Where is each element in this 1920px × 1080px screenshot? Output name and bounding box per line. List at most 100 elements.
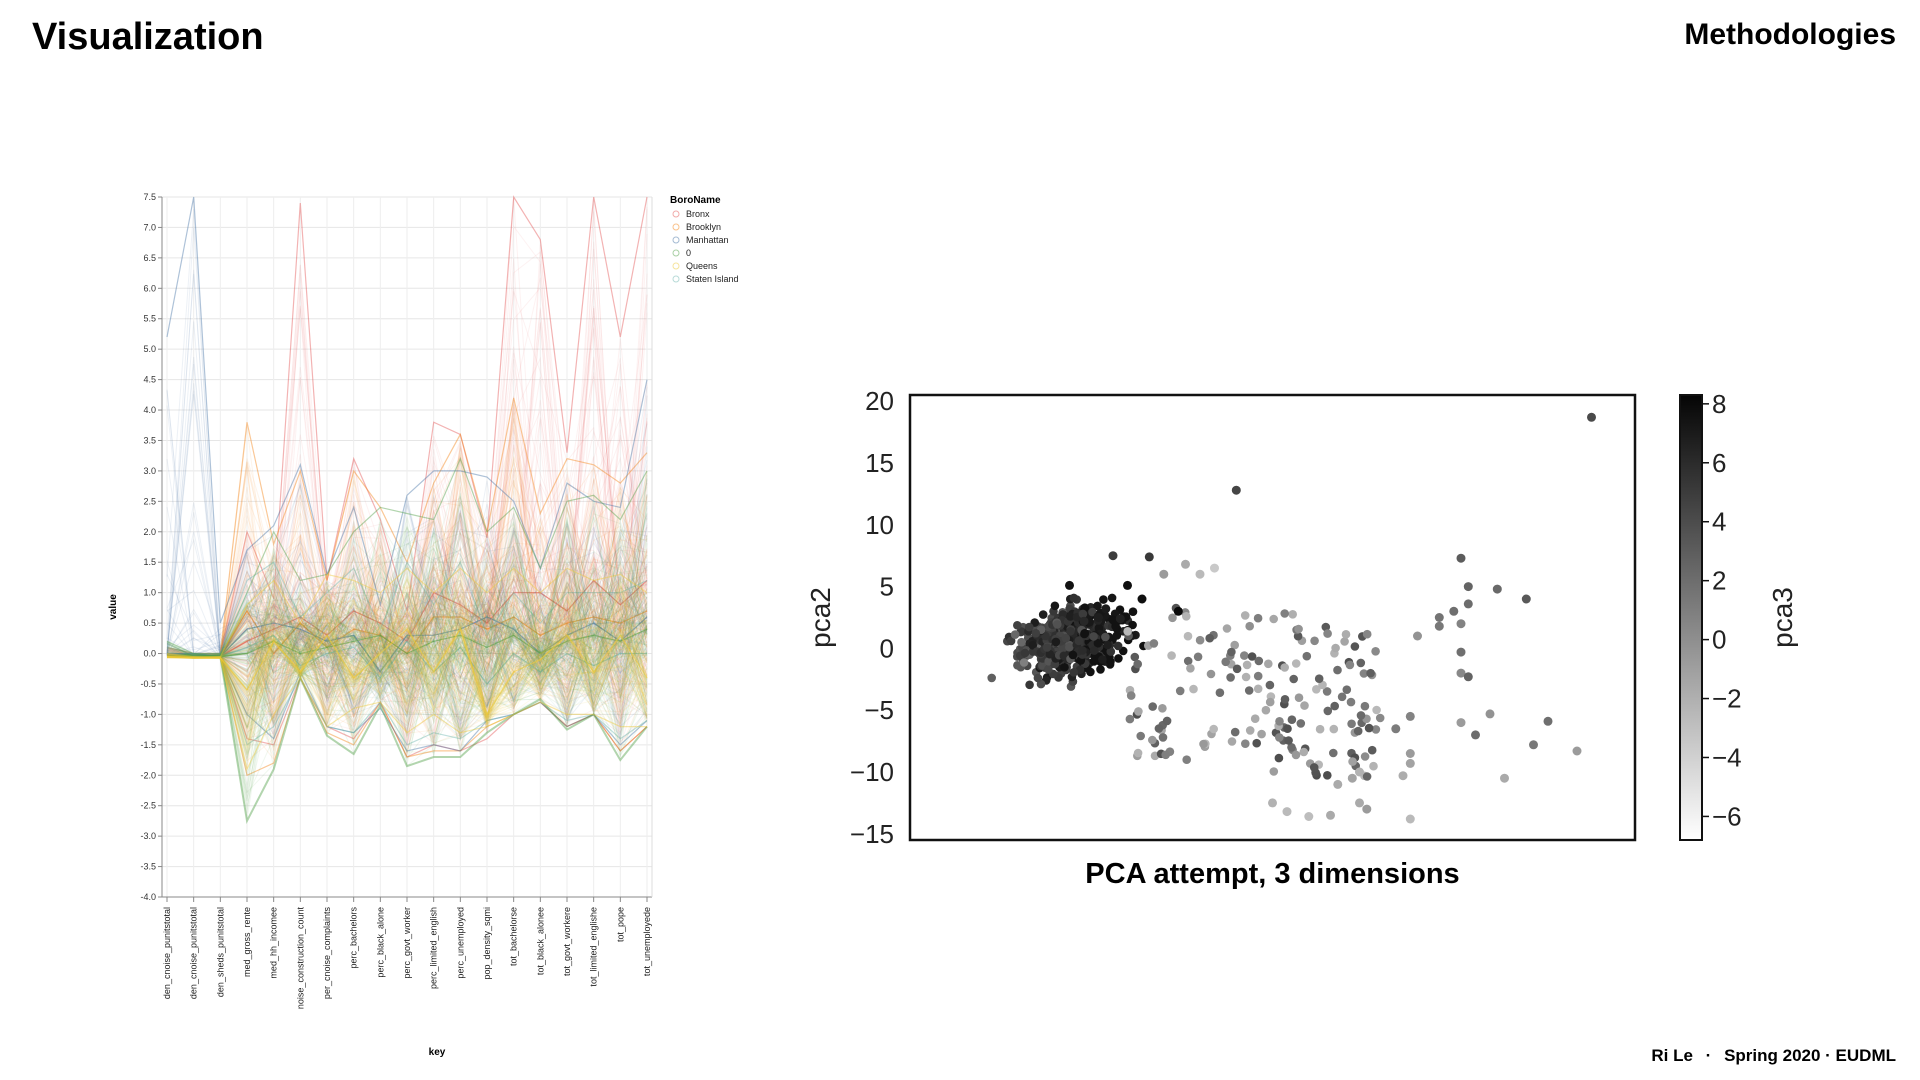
data-line [166,622,648,719]
data-line [166,425,648,740]
scatter-point [1080,628,1090,638]
x-tick-label: perc_govt_worker [402,907,412,979]
scatter-point [1244,686,1254,695]
scatter-point [1366,668,1375,678]
data-line [166,585,648,716]
data-line [166,585,648,720]
scatter-point [1360,752,1370,761]
data-line [166,585,648,717]
scatter-point [1463,599,1473,609]
data-line [166,495,648,716]
y-tick-label: 6.0 [143,283,156,293]
scatter-point [1093,639,1103,648]
x-tick-label: tot_unemployede [642,907,652,976]
x-tick-label: tot_govt_workere [562,907,572,976]
scatter-point [1242,660,1252,670]
data-line [166,423,648,702]
data-line [166,552,648,706]
scatter-point [1089,646,1099,655]
parallel-coordinates-chart: 7.5 7.0 6.5 6.0 5.5 5.0 4.5 4.0 3.5 3.0 2.5 2.0 1.5 1… [108,192,739,1058]
data-line [166,522,648,721]
data-line [166,530,648,820]
scatter-point [1265,697,1275,707]
data-line [166,458,648,719]
data-line [167,542,648,730]
scatter-point [1359,669,1369,678]
scatter-point [1045,649,1055,659]
legend-swatch [672,262,680,270]
y-axis-title: pca2 [805,587,836,648]
scatter-point [1369,761,1378,771]
scatter-point [1492,584,1502,594]
data-line [166,580,648,727]
data-line [166,605,648,721]
scatter-point [1500,773,1509,783]
scatter-point [1240,651,1249,660]
legend-label: Manhattan [686,235,729,245]
series-max-line [166,560,648,655]
data-line [166,359,648,731]
data-line [166,273,648,714]
footer-author: Ri Le [1651,1046,1693,1065]
scatter-point [1051,637,1061,647]
data-line [166,396,648,731]
scatter-point [1245,621,1254,631]
scatter-point [1024,622,1034,632]
data-line [166,203,648,712]
data-line [166,346,648,701]
scatter-point [1275,717,1284,726]
data-line [166,315,648,737]
scatter-point [1130,652,1140,662]
data-line [166,287,648,747]
page-title: Visualization [32,16,264,58]
scatter-point [1252,738,1261,748]
data-line [166,550,648,681]
scatter-point [1069,668,1079,677]
data-line [166,547,648,751]
data-line [167,286,648,709]
data-line [166,585,648,709]
scatter-point [1310,636,1319,646]
scatter-point [1346,697,1356,707]
scatter-point [1398,771,1408,781]
scatter-point [1405,758,1415,768]
data-line [166,594,648,716]
scatter-point [1066,627,1075,636]
scatter-points [987,412,1596,824]
data-line [166,461,648,770]
y-tick-label: 10 [865,510,894,540]
data-line [167,456,648,712]
data-line [166,602,648,786]
scatter-point [1405,814,1415,824]
data-line [166,569,648,726]
scatter-point [1205,633,1214,643]
data-line [166,356,648,739]
y-tick-label: 0.0 [143,649,156,659]
data-line [166,520,648,740]
scatter-point [1232,664,1242,674]
scatter-point [1069,593,1079,603]
y-tick-label: −10 [850,757,894,787]
scatter-point [1587,412,1596,422]
footer-credits: Ri Le · Spring 2020 · EUDML [1651,1046,1896,1066]
scatter-point [1269,767,1279,776]
scatter-point [1013,621,1022,630]
data-line [166,386,648,704]
scatter-point [1543,716,1553,726]
data-line [166,497,648,739]
scatter-point [1133,748,1143,758]
data-line [166,442,648,744]
data-line [166,582,648,718]
data-line [166,510,648,725]
data-line [166,383,648,735]
data-line [166,594,648,749]
data-line [166,389,648,734]
data-line [166,484,648,719]
scatter-point [1158,733,1168,742]
data-line [166,602,648,714]
scatter-point [1061,633,1071,643]
series-max-line [166,567,648,658]
scatter-point [1078,609,1088,619]
data-line [166,356,648,729]
data-line [167,528,648,799]
